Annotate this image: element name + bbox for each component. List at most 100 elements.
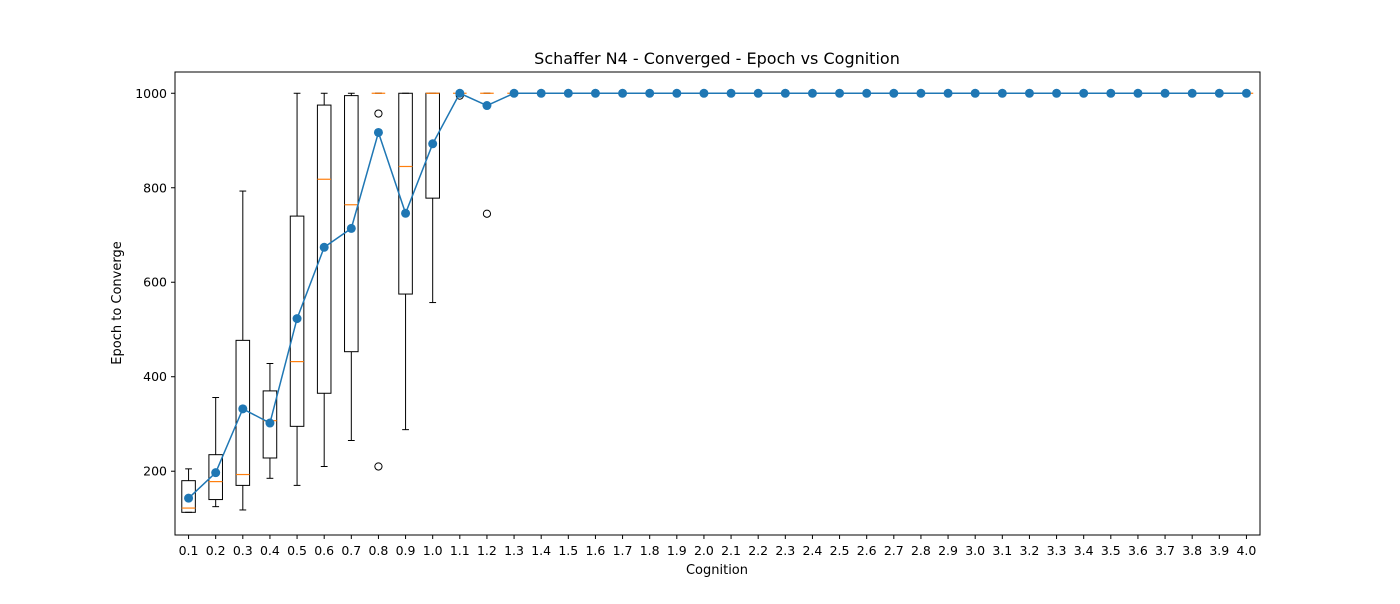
- x-tick-label: 1.7: [613, 543, 633, 558]
- box-iqr: [316, 104, 332, 394]
- x-tick-label: 2.1: [721, 543, 741, 558]
- y-tick-label: 1000: [135, 86, 167, 101]
- x-tick-label: 1.0: [423, 543, 443, 558]
- series-point-3.9: [1214, 88, 1224, 98]
- series-point-3.7: [1160, 88, 1170, 98]
- y-tick-label: 200: [143, 464, 167, 479]
- series-line: [188, 92, 1247, 499]
- box-0.1: [181, 468, 196, 513]
- x-tick-label: 0.4: [260, 543, 280, 558]
- x-tick-label: 2.3: [775, 543, 795, 558]
- x-tick-label: 3.3: [1047, 543, 1067, 558]
- x-tick-label: 2.4: [802, 543, 822, 558]
- series-point-0.7: [346, 223, 356, 233]
- series-point-1.6: [590, 88, 600, 98]
- x-tick-label: 1.4: [531, 543, 551, 558]
- series-point-1.4: [536, 88, 546, 98]
- flier-point: [374, 462, 383, 471]
- x-tick-label: 3.0: [965, 543, 985, 558]
- series-point-1.0: [428, 139, 438, 149]
- x-tick-label: 1.5: [558, 543, 578, 558]
- box-0.9: [398, 92, 413, 431]
- series-point-2.1: [726, 88, 736, 98]
- series-point-3.0: [970, 88, 980, 98]
- series-point-3.8: [1187, 88, 1197, 98]
- x-tick-label: 3.4: [1074, 543, 1094, 558]
- y-tick-label: 400: [143, 369, 167, 384]
- x-tick-label: 3.2: [1019, 543, 1039, 558]
- x-tick-label: 2.2: [748, 543, 768, 558]
- series-point-1.8: [645, 88, 655, 98]
- x-tick-label: 1.3: [504, 543, 524, 558]
- x-tick-label: 3.5: [1101, 543, 1121, 558]
- x-tick-label: 3.8: [1182, 543, 1202, 558]
- x-tick-label: 0.2: [206, 543, 226, 558]
- y-axis-label: Epoch to Converge: [110, 241, 125, 364]
- x-tick-label: 0.7: [341, 543, 361, 558]
- series-point-2.3: [780, 88, 790, 98]
- x-tick-label: 1.1: [450, 543, 470, 558]
- series-point-2.0: [699, 88, 709, 98]
- series-point-0.2: [211, 468, 221, 478]
- box-iqr: [181, 480, 196, 513]
- box-iqr: [289, 215, 305, 427]
- x-tick-label: 1.6: [585, 543, 605, 558]
- plot-area: [181, 88, 1254, 513]
- x-tick-label: 2.6: [857, 543, 877, 558]
- box-iqr: [208, 454, 223, 501]
- series-point-2.9: [943, 88, 953, 98]
- series-point-2.2: [753, 88, 763, 98]
- series-point-1.5: [563, 88, 573, 98]
- axes-frame: [174, 71, 1261, 536]
- x-axis-label: Cognition: [686, 563, 748, 578]
- box-iqr: [398, 92, 413, 295]
- series-point-1.3: [509, 88, 519, 98]
- box-0.6: [316, 92, 332, 467]
- y-tick-label: 800: [143, 180, 167, 195]
- series-point-3.2: [1024, 88, 1034, 98]
- x-tick-label: 1.8: [640, 543, 660, 558]
- series-point-0.5: [292, 314, 302, 324]
- box-1.0: [425, 92, 440, 304]
- series-point-2.4: [807, 88, 817, 98]
- series-point-0.3: [238, 404, 248, 414]
- x-tick-label: 3.1: [992, 543, 1012, 558]
- series-point-2.7: [889, 88, 899, 98]
- box-iqr: [262, 390, 278, 459]
- box-iqr: [344, 95, 359, 353]
- x-tick-label: 0.3: [233, 543, 253, 558]
- series-point-1.9: [672, 88, 682, 98]
- x-tick-label: 0.6: [314, 543, 334, 558]
- x-tick-label: 2.0: [694, 543, 714, 558]
- x-tick-label: 2.9: [938, 543, 958, 558]
- flier-point: [482, 209, 492, 218]
- series-point-0.6: [319, 242, 329, 252]
- x-tick-label: 1.2: [477, 543, 497, 558]
- chart-title: Schaffer N4 - Converged - Epoch vs Cogni…: [534, 49, 900, 68]
- x-tick-label: 1.9: [667, 543, 687, 558]
- series-point-1.2: [482, 101, 492, 111]
- series-point-3.3: [1052, 88, 1062, 98]
- series-point-2.5: [835, 88, 845, 98]
- series-point-0.4: [265, 418, 275, 428]
- series-point-3.6: [1133, 88, 1143, 98]
- x-tick-label: 0.9: [396, 543, 416, 558]
- series-point-0.9: [401, 208, 411, 218]
- series-point-2.8: [916, 88, 926, 98]
- box-0.8: [371, 92, 386, 471]
- x-tick-label: 3.9: [1209, 543, 1229, 558]
- box-0.3: [235, 190, 251, 511]
- x-tick-label: 0.8: [368, 543, 388, 558]
- x-tick-label: 3.7: [1155, 543, 1175, 558]
- box-0.5: [289, 92, 305, 486]
- series-point-2.6: [862, 88, 872, 98]
- x-tick-label: 4.0: [1236, 543, 1256, 558]
- series-point-4.0: [1241, 88, 1251, 98]
- flier-point: [374, 109, 383, 118]
- series-point-1.1: [455, 88, 465, 98]
- box-1.2: [480, 92, 494, 218]
- x-tick-label: 2.8: [911, 543, 931, 558]
- series-point-3.1: [997, 88, 1007, 98]
